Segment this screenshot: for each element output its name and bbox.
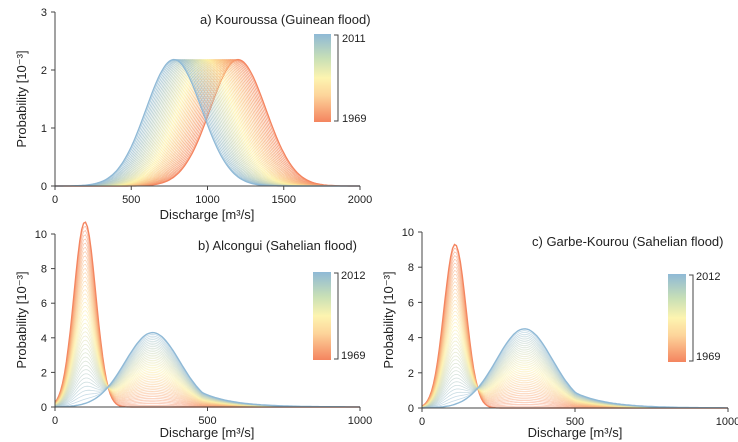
x-tick-label: 1000 <box>716 416 738 428</box>
colorbar-gradient <box>313 272 331 360</box>
x-axis-title: Discharge [m³/s] <box>160 207 255 222</box>
y-tick-label: 10 <box>35 229 47 241</box>
x-ticks: 0 500 1000 <box>52 407 372 427</box>
y-tick-label: 4 <box>408 333 414 345</box>
colorbar-bracket <box>334 272 339 360</box>
y-tick-label: 4 <box>41 333 47 345</box>
y-tick-label: 2 <box>408 368 414 380</box>
y-tick-label: 1 <box>41 123 47 135</box>
colorbar-bracket <box>334 34 339 122</box>
y-tick-label: 6 <box>41 298 47 310</box>
colorbar-gradient <box>668 274 686 362</box>
y-tick-label: 8 <box>41 264 47 276</box>
colorbar: 2012 1969 <box>668 271 720 363</box>
density-curve <box>422 328 728 409</box>
colorbar-max-label: 2012 <box>341 270 365 282</box>
y-tick-label: 8 <box>408 262 414 274</box>
y-tick-label: 0 <box>408 403 414 415</box>
x-ticks: 0 500 1000 1500 2000 <box>52 186 372 206</box>
x-tick-label: 1500 <box>272 194 296 206</box>
colorbar: 2011 1969 <box>314 33 366 125</box>
x-tick-label: 0 <box>52 415 58 427</box>
colorbar-max-label: 2011 <box>342 33 366 45</box>
colorbar-min-label: 1969 <box>341 350 365 362</box>
y-axis-title: Probability [10⁻³] <box>14 50 29 147</box>
x-axis-title: Discharge [m³/s] <box>160 425 255 440</box>
x-tick-label: 500 <box>122 194 140 206</box>
x-ticks: 0 500 1000 <box>419 408 738 428</box>
x-axis-title: Discharge [m³/s] <box>528 425 623 440</box>
x-tick-label: 1000 <box>195 194 219 206</box>
chart-panel-kouroussa: 0 500 1000 1500 2000 0 1 2 3 a) Kouroussa (Guin… <box>14 7 372 222</box>
x-tick-label: 0 <box>52 194 58 206</box>
x-tick-label: 1000 <box>348 415 372 427</box>
y-tick-label: 0 <box>41 402 47 414</box>
y-tick-label: 0 <box>41 181 47 193</box>
y-tick-label: 2 <box>41 367 47 379</box>
colorbar-min-label: 1969 <box>342 113 366 125</box>
y-axis-title: Probability [10⁻³] <box>381 271 396 368</box>
panel-title: b) Alcongui (Sahelian flood) <box>198 238 357 253</box>
y-tick-label: 3 <box>41 7 47 19</box>
x-tick-label: 500 <box>198 415 216 427</box>
y-tick-label: 2 <box>41 65 47 77</box>
x-tick-label: 0 <box>419 416 425 428</box>
panel-title: a) Kouroussa (Guinean flood) <box>200 12 371 27</box>
y-ticks: 0 1 2 3 <box>41 7 55 193</box>
colorbar-max-label: 2012 <box>696 271 720 283</box>
y-ticks: 0 2 4 6 8 10 <box>402 227 422 415</box>
panel-title: c) Garbe-Kourou (Sahelian flood) <box>532 234 724 249</box>
colorbar: 2012 1969 <box>313 270 365 362</box>
y-axis-title: Probability [10⁻³] <box>14 271 29 368</box>
colorbar-min-label: 1969 <box>696 351 720 363</box>
chart-panel-alcongui: 0 500 1000 0 2 4 6 8 10 b) Alcongui (Sahelian f… <box>14 221 372 440</box>
y-tick-label: 6 <box>408 297 414 309</box>
chart-panel-garbe-kourou: 0 500 1000 0 2 4 6 8 10 c) Garbe-Kourou (Saheli… <box>381 227 738 440</box>
y-ticks: 0 2 4 6 8 10 <box>35 229 55 414</box>
y-tick-label: 10 <box>402 227 414 239</box>
colorbar-gradient <box>314 34 331 122</box>
x-tick-label: 2000 <box>348 194 372 206</box>
colorbar-bracket <box>689 274 694 362</box>
x-tick-label: 500 <box>566 416 584 428</box>
